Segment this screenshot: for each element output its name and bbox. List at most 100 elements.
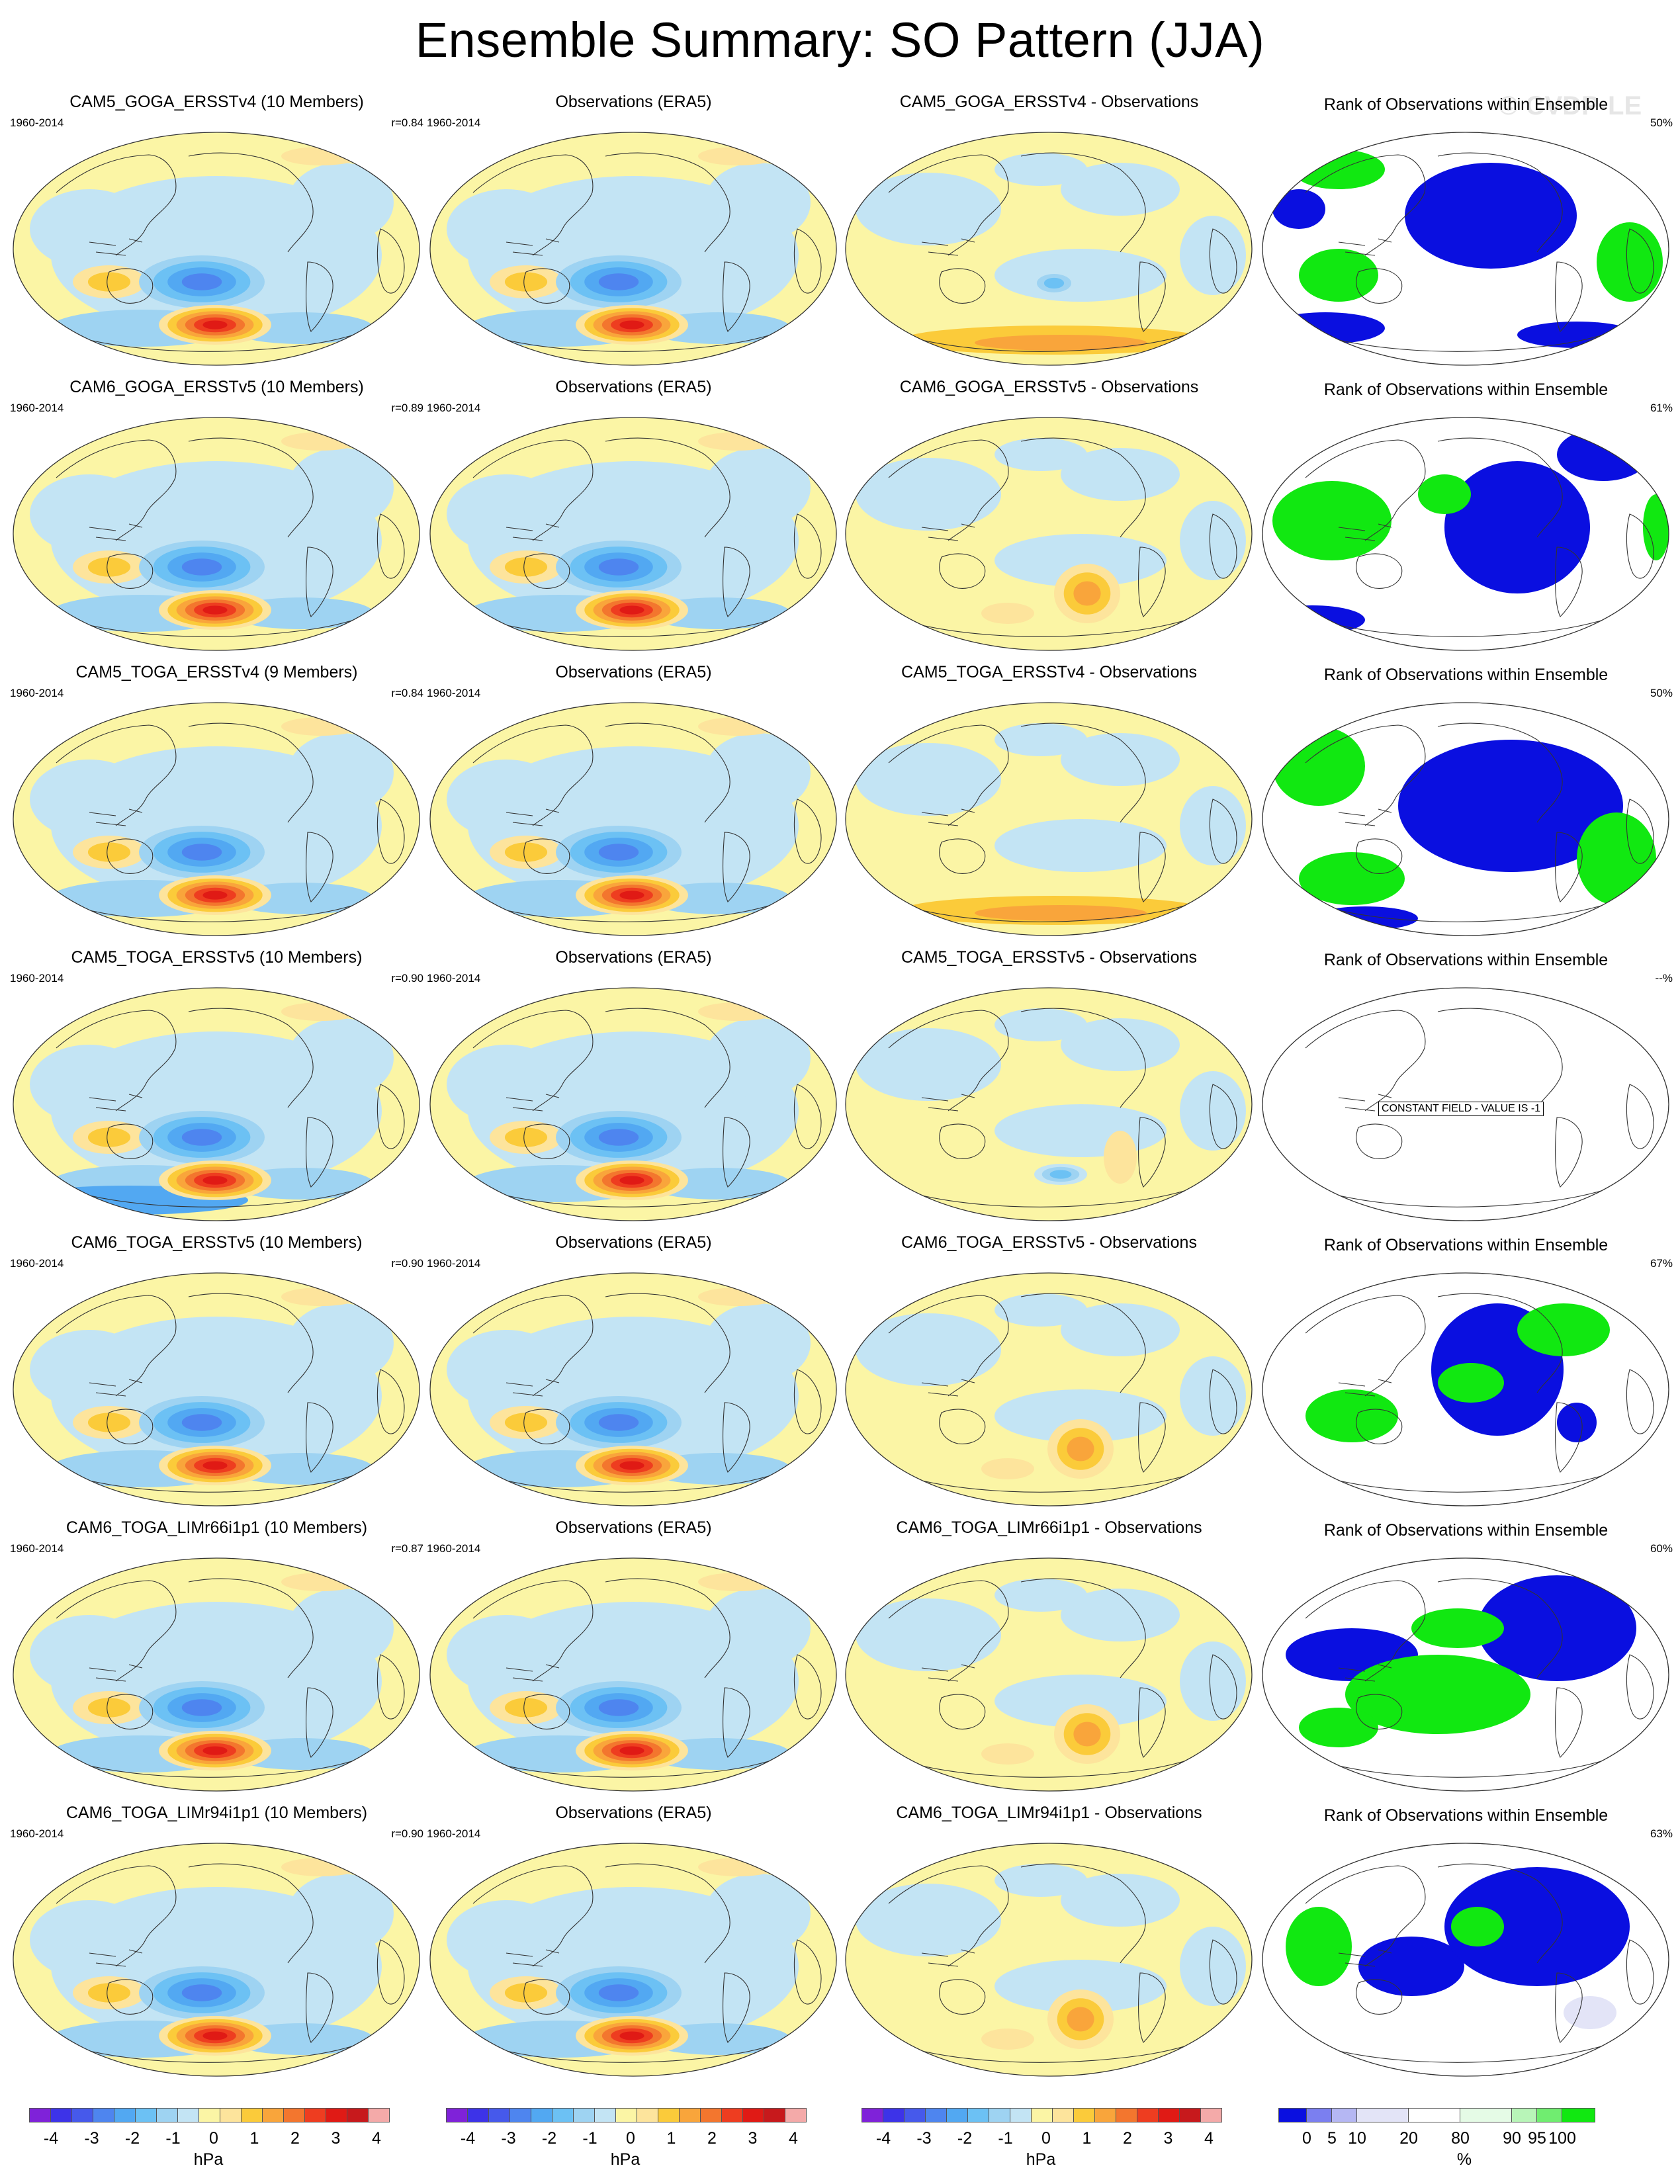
anomaly-contour: [598, 844, 639, 861]
colorbar-swatches: [29, 2108, 390, 2122]
map-panel-rank: Rank of Observations within Ensemble 50%: [1259, 93, 1673, 377]
world-map: [13, 1557, 420, 1792]
anomaly-contour: [705, 163, 811, 242]
coastline: [722, 1687, 750, 1758]
colorbar-swatch: [1052, 2108, 1074, 2122]
panel-title: CAM6_TOGA_LIMr94i1p1 - Observations: [896, 1804, 1202, 1822]
pattern-correlation: r=0.84: [391, 116, 423, 129]
colorbar-unit: %: [1456, 2150, 1472, 2169]
coastline: [506, 523, 560, 541]
coastline: [89, 523, 143, 541]
coastline: [722, 261, 750, 332]
rank-high-region: [1286, 1907, 1352, 1986]
colorbar-tick-label: 0: [626, 2129, 635, 2148]
anomaly-contour: [598, 1129, 639, 1146]
anomaly-contour: [619, 2031, 644, 2040]
world-map: [13, 1272, 420, 1507]
coastline: [188, 1293, 314, 1393]
map-panel-diff: CAM6_GOGA_ERSSTv5 - Observations: [842, 378, 1256, 662]
world-map: [845, 1843, 1253, 2077]
anomaly-contour: [504, 272, 548, 292]
colorbar-swatch: [1010, 2108, 1032, 2122]
anomaly-contour: [1061, 1589, 1180, 1641]
anomaly-contour: [30, 1045, 149, 1124]
colorbar-swatch: [368, 2108, 390, 2122]
panel-title: CAM6_TOGA_ERSSTv5 (10 Members): [71, 1233, 363, 1252]
coastline: [376, 1084, 405, 1149]
map-panel-obs: Observations (ERA5) 1960-2014: [427, 1804, 840, 2088]
anomaly-contour: [1067, 1436, 1094, 1462]
anomaly-contour: [288, 1874, 394, 1953]
anomaly-contour: [698, 717, 777, 736]
coastline: [1626, 1369, 1654, 1434]
coastline: [56, 1295, 177, 1397]
anomaly-contour: [1067, 2007, 1094, 2032]
period-label: 1960-2014: [427, 1827, 481, 1840]
coastline: [722, 546, 750, 617]
colorbar-tick-label: 0: [1302, 2129, 1311, 2148]
panel-title: Observations (ERA5): [555, 1804, 712, 1822]
coastline: [1437, 437, 1563, 538]
coastline: [1554, 1972, 1583, 2043]
anomaly-contour: [281, 1858, 361, 1876]
period-label: 1960-2014: [10, 1257, 64, 1270]
world-map: [13, 702, 420, 936]
world-map: [429, 132, 837, 366]
coastline: [939, 1123, 986, 1159]
coastline: [1626, 228, 1654, 294]
anomaly-contour: [856, 1028, 1001, 1101]
anomaly-contour: [288, 1018, 394, 1098]
colorbar-swatch: [785, 2108, 807, 2122]
period-label: 1960-2014: [427, 402, 481, 414]
coastline: [1305, 154, 1426, 256]
colorbar-unit: hPa: [1026, 2150, 1056, 2169]
period-label: 1960-2014: [427, 1542, 481, 1555]
coastline: [921, 1094, 975, 1112]
anomaly-contour: [698, 1002, 777, 1021]
colorbar-tick-label: 3: [331, 2129, 341, 2148]
colorbar-swatch: [1562, 2108, 1595, 2122]
coastline: [1554, 1402, 1583, 1473]
map-panel-obs: Observations (ERA5) 1960-2014: [427, 663, 840, 947]
colorbar-tick-label: -1: [582, 2129, 597, 2148]
colorbar-swatch: [135, 2108, 157, 2122]
anomaly-contour: [856, 743, 1001, 816]
coastline: [506, 1094, 560, 1112]
colorbar-swatch: [1094, 2108, 1116, 2122]
panel-title: Observations (ERA5): [555, 1233, 712, 1252]
colorbar-swatch: [326, 2108, 347, 2122]
coastline: [506, 1664, 560, 1682]
coastline: [1626, 1084, 1654, 1149]
anomaly-contour: [30, 1330, 149, 1409]
panel-title: CAM6_TOGA_LIMr66i1p1 - Observations: [896, 1518, 1202, 1537]
rank-low-region: [1398, 740, 1623, 872]
coastline: [1356, 1409, 1403, 1444]
panel-title: Rank of Observations within Ensemble: [1323, 951, 1609, 969]
panel-row: CAM5_TOGA_ERSSTv5 (10 Members) 1960-2014 r…: [0, 948, 1680, 1233]
colorbar-swatch: [742, 2108, 764, 2122]
coastline: [1338, 1094, 1392, 1112]
world-map: [429, 417, 837, 651]
colorbar-swatch: [1460, 2108, 1512, 2122]
anomaly-contour: [981, 1743, 1034, 1765]
anomaly-contour: [1061, 1018, 1180, 1071]
panel-row: CAM5_GOGA_ERSSTv4 (10 Members) 1960-2014 r…: [0, 93, 1680, 377]
anomaly-contour: [995, 1293, 1087, 1327]
coastline: [1338, 808, 1392, 826]
coastline: [1626, 1939, 1654, 2005]
colorbar-tick-label: 0: [209, 2129, 218, 2148]
coastline: [523, 1123, 570, 1159]
rank-low-region: [1557, 1403, 1597, 1442]
anomaly-contour: [705, 448, 811, 527]
panel-title: CAM5_GOGA_ERSSTv4 (10 Members): [69, 93, 364, 111]
anomaly-contour: [281, 432, 361, 451]
anomaly-contour: [288, 448, 394, 527]
coastline: [921, 808, 975, 826]
coastline: [107, 1979, 154, 2015]
coastline: [1137, 832, 1166, 902]
panel-row: CAM5_TOGA_ERSSTv4 (9 Members) 1960-2014 r=…: [0, 663, 1680, 947]
anomaly-contour: [30, 1615, 149, 1694]
anomaly-contour: [504, 557, 548, 577]
panel-title: Observations (ERA5): [555, 663, 712, 681]
colorbar-swatch: [764, 2108, 785, 2122]
